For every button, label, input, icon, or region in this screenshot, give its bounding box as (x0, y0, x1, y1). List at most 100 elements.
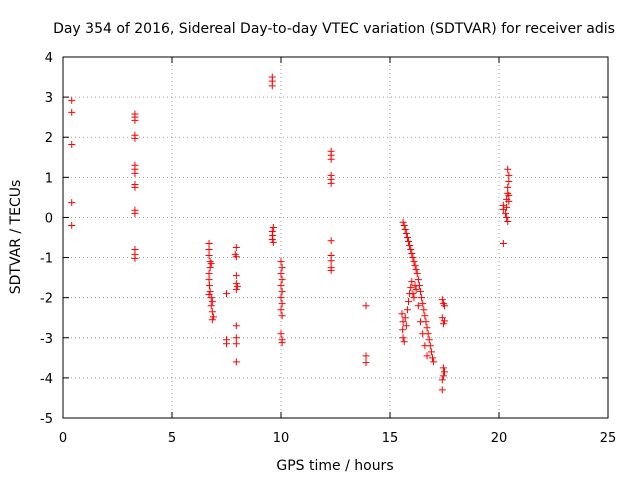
data-point (277, 294, 285, 302)
data-point (407, 246, 415, 254)
data-point (131, 183, 139, 191)
data-point (400, 221, 408, 229)
data-point (414, 276, 422, 284)
data-point (233, 282, 241, 290)
data-point (232, 334, 240, 342)
data-point (268, 82, 276, 90)
data-point (327, 257, 335, 265)
data-point (399, 326, 407, 334)
data-point (68, 96, 76, 104)
x-axis-label: GPS time / hours (276, 458, 393, 474)
data-point (205, 246, 213, 254)
data-point (223, 340, 230, 348)
data-point (205, 276, 213, 284)
data-point (412, 266, 420, 274)
data-point (232, 286, 240, 294)
data-point (278, 312, 286, 320)
data-point (205, 240, 213, 248)
data-point (207, 294, 215, 302)
data-point (438, 386, 446, 394)
data-point (327, 155, 335, 163)
data-point (439, 364, 447, 372)
data-point (232, 340, 240, 348)
x-tick-label: 25 (600, 431, 617, 446)
data-point (327, 266, 335, 274)
data-point (502, 209, 510, 217)
data-point (417, 288, 425, 296)
y-tick-label: -2 (40, 292, 53, 307)
data-point (278, 276, 286, 284)
data-point (441, 302, 448, 310)
data-point (277, 270, 285, 278)
data-point (208, 316, 216, 324)
data-point (423, 324, 431, 332)
axis-ticks: 0 5 10 15 20 25 -5 -4 -3 -2 -1 0 1 2 3 4 (40, 51, 616, 446)
data-point (503, 203, 511, 211)
data-point (278, 288, 286, 296)
data-point (504, 165, 512, 173)
y-tick-label: -4 (40, 372, 53, 387)
data-point (131, 134, 139, 142)
data-point (405, 238, 413, 246)
x-tick-label: 20 (491, 431, 508, 446)
data-point (407, 284, 415, 292)
data-point (362, 359, 370, 367)
data-point (408, 278, 416, 286)
plot-frame (62, 56, 609, 419)
data-point (421, 312, 429, 320)
data-point (232, 322, 240, 330)
data-point (131, 169, 139, 177)
data-point (400, 338, 408, 346)
data-point (232, 253, 240, 261)
data-point (205, 270, 213, 278)
data-point (413, 270, 421, 278)
data-point (417, 318, 425, 326)
data-point (399, 318, 407, 326)
data-point (207, 260, 215, 268)
y-tick-label: 3 (45, 91, 53, 106)
data-point (68, 108, 76, 116)
data-point (410, 258, 418, 266)
data-point (277, 258, 285, 266)
data-point (419, 330, 427, 338)
data-point (362, 352, 370, 360)
data-point (223, 290, 230, 298)
y-tick-label: -1 (40, 252, 53, 267)
data-point (499, 240, 507, 248)
data-point (399, 218, 407, 226)
data-point (406, 242, 414, 250)
data-point (402, 322, 410, 330)
data-point (423, 352, 431, 360)
data-point (411, 282, 419, 290)
data-point (410, 294, 418, 302)
data-point (427, 348, 435, 356)
data-point (418, 294, 426, 302)
data-point (402, 229, 410, 237)
data-point (505, 171, 513, 179)
data-point (278, 264, 286, 272)
data-point (362, 302, 370, 310)
y-tick-label: -3 (40, 332, 53, 347)
data-point (232, 244, 240, 252)
data-point (403, 234, 411, 241)
data-point (277, 306, 285, 314)
y-tick-label: 2 (45, 131, 53, 146)
chart-title: Day 354 of 2016, Sidereal Day-to-day VTE… (53, 21, 615, 37)
data-point (504, 217, 512, 225)
data-point (505, 191, 513, 199)
data-point (269, 238, 277, 246)
data-point (429, 354, 437, 362)
data-point (68, 221, 76, 229)
data-point (430, 358, 438, 366)
y-tick-label: 0 (45, 211, 53, 226)
data-point (232, 358, 240, 366)
data-point (206, 264, 214, 272)
data-point (421, 342, 429, 350)
data-point (420, 306, 428, 314)
data-point (438, 296, 446, 304)
data-point (399, 334, 407, 342)
y-tick-label: 4 (45, 51, 53, 66)
data-point (505, 177, 513, 185)
data-point (425, 336, 433, 344)
